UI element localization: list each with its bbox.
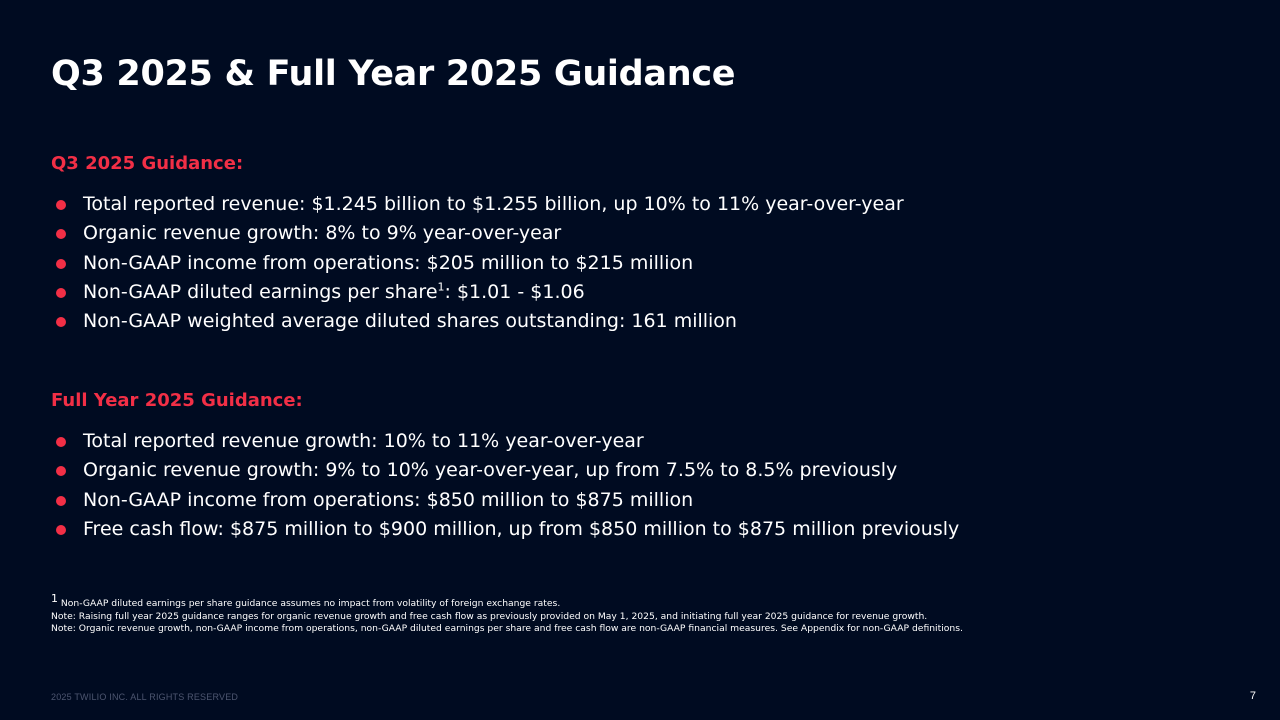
list-item: Total reported revenue: $1.245 billion t… [51, 190, 904, 219]
footnote-marker: 1 [51, 591, 58, 605]
list-item: Organic revenue growth: 8% to 9% year-ov… [51, 219, 904, 248]
list-item: Non-GAAP income from operations: $850 mi… [51, 486, 959, 515]
list-item: Non-GAAP weighted average diluted shares… [51, 307, 904, 336]
bullet-icon [56, 287, 66, 298]
list-item-text: Total reported revenue growth: 10% to 11… [83, 430, 644, 452]
bullet-icon [56, 437, 66, 447]
footnotes: 1 Non-GAAP diluted earnings per share gu… [51, 593, 963, 636]
list-item: Non-GAAP diluted earnings per share1: $1… [51, 278, 904, 307]
bullet-icon [56, 495, 66, 506]
list-item-text: Free cash flow: $875 million to $900 mil… [83, 517, 960, 540]
full-year-guidance-list: Total reported revenue growth: 10% to 11… [51, 427, 959, 544]
page-number: 7 [1249, 690, 1256, 702]
copyright-notice: 2025 TWILIO INC. ALL RIGHTS RESERVED [51, 692, 239, 702]
slide-title: Q3 2025 & Full Year 2025 Guidance [51, 54, 736, 94]
q3-guidance-list: Total reported revenue: $1.245 billion t… [51, 190, 904, 336]
footnote-note-2: Note: Organic revenue growth, non-GAAP i… [51, 623, 963, 634]
list-item-text: Non-GAAP income from operations: $205 mi… [83, 251, 694, 274]
list-item-text: Organic revenue growth: 8% to 9% year-ov… [83, 222, 562, 245]
bullet-icon [56, 200, 66, 210]
bullet-icon [56, 524, 66, 535]
list-item-text-before: Non-GAAP diluted earnings per share [83, 280, 438, 303]
bullet-icon [56, 317, 66, 328]
full-year-guidance-heading: Full Year 2025 Guidance: [51, 390, 303, 411]
footnote-1: 1 Non-GAAP diluted earnings per share gu… [51, 593, 963, 611]
footnote-1-text: Non-GAAP diluted earnings per share guid… [58, 598, 561, 609]
list-item-text-after: : $1.01 - $1.06 [444, 280, 585, 303]
list-item-text: Non-GAAP income from operations: $850 mi… [83, 488, 694, 511]
bullet-icon [56, 258, 66, 269]
bullet-icon [56, 229, 66, 240]
list-item-text: Non-GAAP weighted average diluted shares… [83, 310, 737, 333]
list-item-text: Total reported revenue: $1.245 billion t… [83, 193, 904, 215]
q3-guidance-heading: Q3 2025 Guidance: [51, 153, 244, 174]
list-item: Organic revenue growth: 9% to 10% year-o… [51, 456, 959, 485]
footnote-marker: 1 [437, 280, 445, 294]
list-item: Non-GAAP income from operations: $205 mi… [51, 249, 904, 278]
bullet-icon [56, 466, 66, 477]
list-item-text: Organic revenue growth: 9% to 10% year-o… [83, 459, 898, 482]
list-item: Total reported revenue growth: 10% to 11… [51, 427, 959, 456]
list-item: Free cash flow: $875 million to $900 mil… [51, 515, 959, 544]
footnote-note-1: Note: Raising full year 2025 guidance ra… [51, 610, 928, 622]
